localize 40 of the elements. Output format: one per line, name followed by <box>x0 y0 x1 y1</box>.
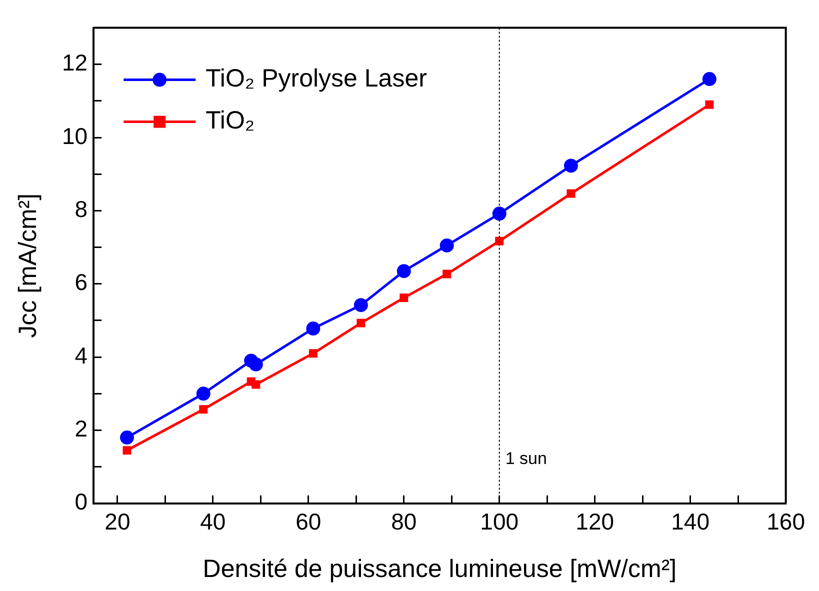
point <box>492 206 506 221</box>
point <box>252 380 260 389</box>
legend-label: TiO₂ <box>206 106 255 135</box>
point <box>495 236 504 246</box>
point <box>354 298 368 312</box>
y-tick-label: 12 <box>62 50 88 76</box>
point <box>442 270 452 278</box>
point <box>702 72 716 86</box>
y-tick-label: 10 <box>62 122 88 149</box>
point <box>122 446 132 455</box>
legend-label: TiO₂ Pyrolyse Laser <box>206 64 427 93</box>
y-tick-label: 8 <box>74 196 88 222</box>
point <box>308 349 318 358</box>
point <box>306 322 320 336</box>
point <box>396 264 411 278</box>
point <box>400 294 408 302</box>
point <box>566 189 576 198</box>
y-tick-label: 0 <box>74 488 88 515</box>
x-tick-label: 60 <box>296 508 322 535</box>
ref-line-label: 1 sun <box>505 449 547 468</box>
y-tick-label: 6 <box>74 269 88 296</box>
x-axis-title: Densité de puissance lumineuse [mW/cm²] <box>202 554 677 583</box>
x-tick-label: 100 <box>480 508 519 535</box>
x-tick-label: 140 <box>671 508 710 535</box>
x-tick-label: 160 <box>766 508 805 535</box>
point <box>705 100 714 109</box>
point <box>199 405 208 414</box>
y-tick-label: 4 <box>74 342 88 368</box>
point <box>564 158 578 173</box>
point <box>440 238 454 252</box>
x-tick-label: 120 <box>576 508 614 535</box>
point <box>248 357 263 372</box>
y-tick-label: 2 <box>74 416 88 442</box>
point <box>120 430 134 445</box>
point <box>196 386 210 401</box>
point <box>356 318 366 328</box>
y-axis-title: Jcc [mA/cm²] <box>14 193 42 338</box>
x-tick-label: 20 <box>104 508 130 535</box>
x-tick-label: 40 <box>200 508 226 535</box>
x-tick-label: 80 <box>391 508 417 535</box>
